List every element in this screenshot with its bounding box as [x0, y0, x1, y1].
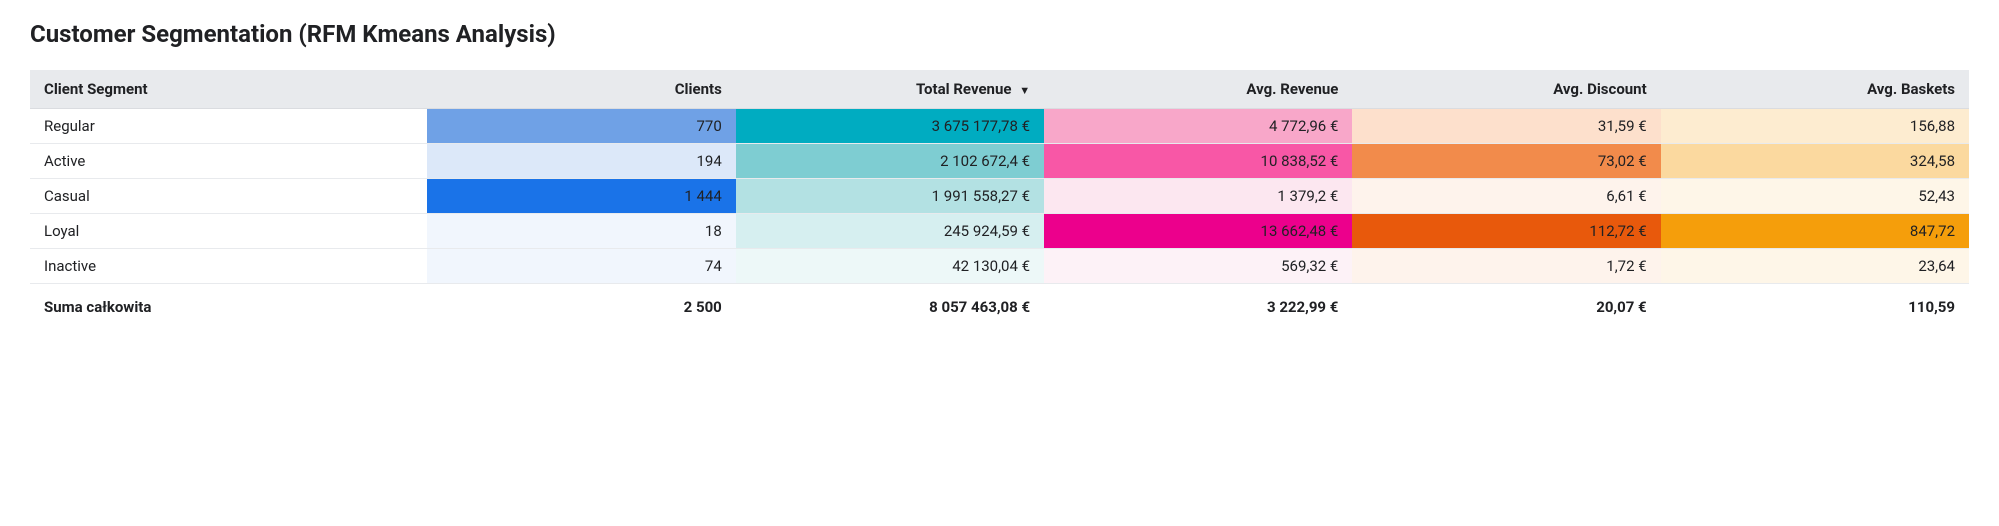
totals-label: Suma całkowita: [30, 284, 427, 325]
table-row[interactable]: Loyal18245 924,59 €13 662,48 €112,72 €84…: [30, 214, 1969, 249]
table-row[interactable]: Casual1 4441 991 558,27 €1 379,2 €6,61 €…: [30, 179, 1969, 214]
col-header-avg-revenue[interactable]: Avg. Revenue: [1044, 70, 1352, 109]
page-title: Customer Segmentation (RFM Kmeans Analys…: [30, 20, 1969, 48]
cell-avg-discount: 6,61 €: [1352, 179, 1660, 214]
col-header-avg-baskets[interactable]: Avg. Baskets: [1661, 70, 1969, 109]
cell-avg-baskets: 156,88: [1661, 109, 1969, 144]
cell-avg-revenue: 10 838,52 €: [1044, 144, 1352, 179]
col-header-label: Avg. Discount: [1553, 80, 1646, 98]
table-row[interactable]: Active1942 102 672,4 €10 838,52 €73,02 €…: [30, 144, 1969, 179]
sort-desc-icon: ▼: [1019, 84, 1030, 97]
cell-revenue: 2 102 672,4 €: [736, 144, 1044, 179]
col-header-label: Avg. Baskets: [1867, 80, 1955, 98]
cell-segment: Loyal: [30, 214, 427, 249]
cell-clients: 18: [427, 214, 735, 249]
cell-avg-revenue: 4 772,96 €: [1044, 109, 1352, 144]
cell-clients: 74: [427, 249, 735, 284]
cell-avg-revenue: 13 662,48 €: [1044, 214, 1352, 249]
cell-avg-baskets: 847,72: [1661, 214, 1969, 249]
col-header-avg-discount[interactable]: Avg. Discount: [1352, 70, 1660, 109]
cell-avg-discount: 31,59 €: [1352, 109, 1660, 144]
table-header-row: Client Segment Clients Total Revenue ▼ A…: [30, 70, 1969, 109]
cell-avg-baskets: 324,58: [1661, 144, 1969, 179]
cell-clients: 770: [427, 109, 735, 144]
totals-avg-revenue: 3 222,99 €: [1044, 284, 1352, 325]
cell-revenue: 3 675 177,78 €: [736, 109, 1044, 144]
cell-avg-baskets: 52,43: [1661, 179, 1969, 214]
cell-clients: 194: [427, 144, 735, 179]
totals-row: Suma całkowita 2 500 8 057 463,08 € 3 22…: [30, 284, 1969, 325]
cell-revenue: 245 924,59 €: [736, 214, 1044, 249]
col-header-segment[interactable]: Client Segment: [30, 70, 427, 109]
cell-segment: Casual: [30, 179, 427, 214]
cell-avg-revenue: 569,32 €: [1044, 249, 1352, 284]
col-header-revenue[interactable]: Total Revenue ▼: [736, 70, 1044, 109]
cell-segment: Inactive: [30, 249, 427, 284]
totals-avg-discount: 20,07 €: [1352, 284, 1660, 325]
cell-avg-baskets: 23,64: [1661, 249, 1969, 284]
col-header-clients[interactable]: Clients: [427, 70, 735, 109]
col-header-label: Total Revenue: [916, 80, 1011, 98]
table-row[interactable]: Inactive7442 130,04 €569,32 €1,72 €23,64: [30, 249, 1969, 284]
col-header-label: Clients: [675, 80, 722, 98]
cell-segment: Regular: [30, 109, 427, 144]
totals-revenue: 8 057 463,08 €: [736, 284, 1044, 325]
totals-avg-baskets: 110,59: [1661, 284, 1969, 325]
col-header-label: Client Segment: [44, 80, 148, 98]
cell-revenue: 42 130,04 €: [736, 249, 1044, 284]
cell-avg-discount: 73,02 €: [1352, 144, 1660, 179]
table-row[interactable]: Regular7703 675 177,78 €4 772,96 €31,59 …: [30, 109, 1969, 144]
cell-clients: 1 444: [427, 179, 735, 214]
cell-avg-discount: 1,72 €: [1352, 249, 1660, 284]
totals-clients: 2 500: [427, 284, 735, 325]
segmentation-table: Client Segment Clients Total Revenue ▼ A…: [30, 70, 1969, 324]
cell-revenue: 1 991 558,27 €: [736, 179, 1044, 214]
cell-avg-revenue: 1 379,2 €: [1044, 179, 1352, 214]
col-header-label: Avg. Revenue: [1246, 80, 1338, 98]
cell-avg-discount: 112,72 €: [1352, 214, 1660, 249]
cell-segment: Active: [30, 144, 427, 179]
